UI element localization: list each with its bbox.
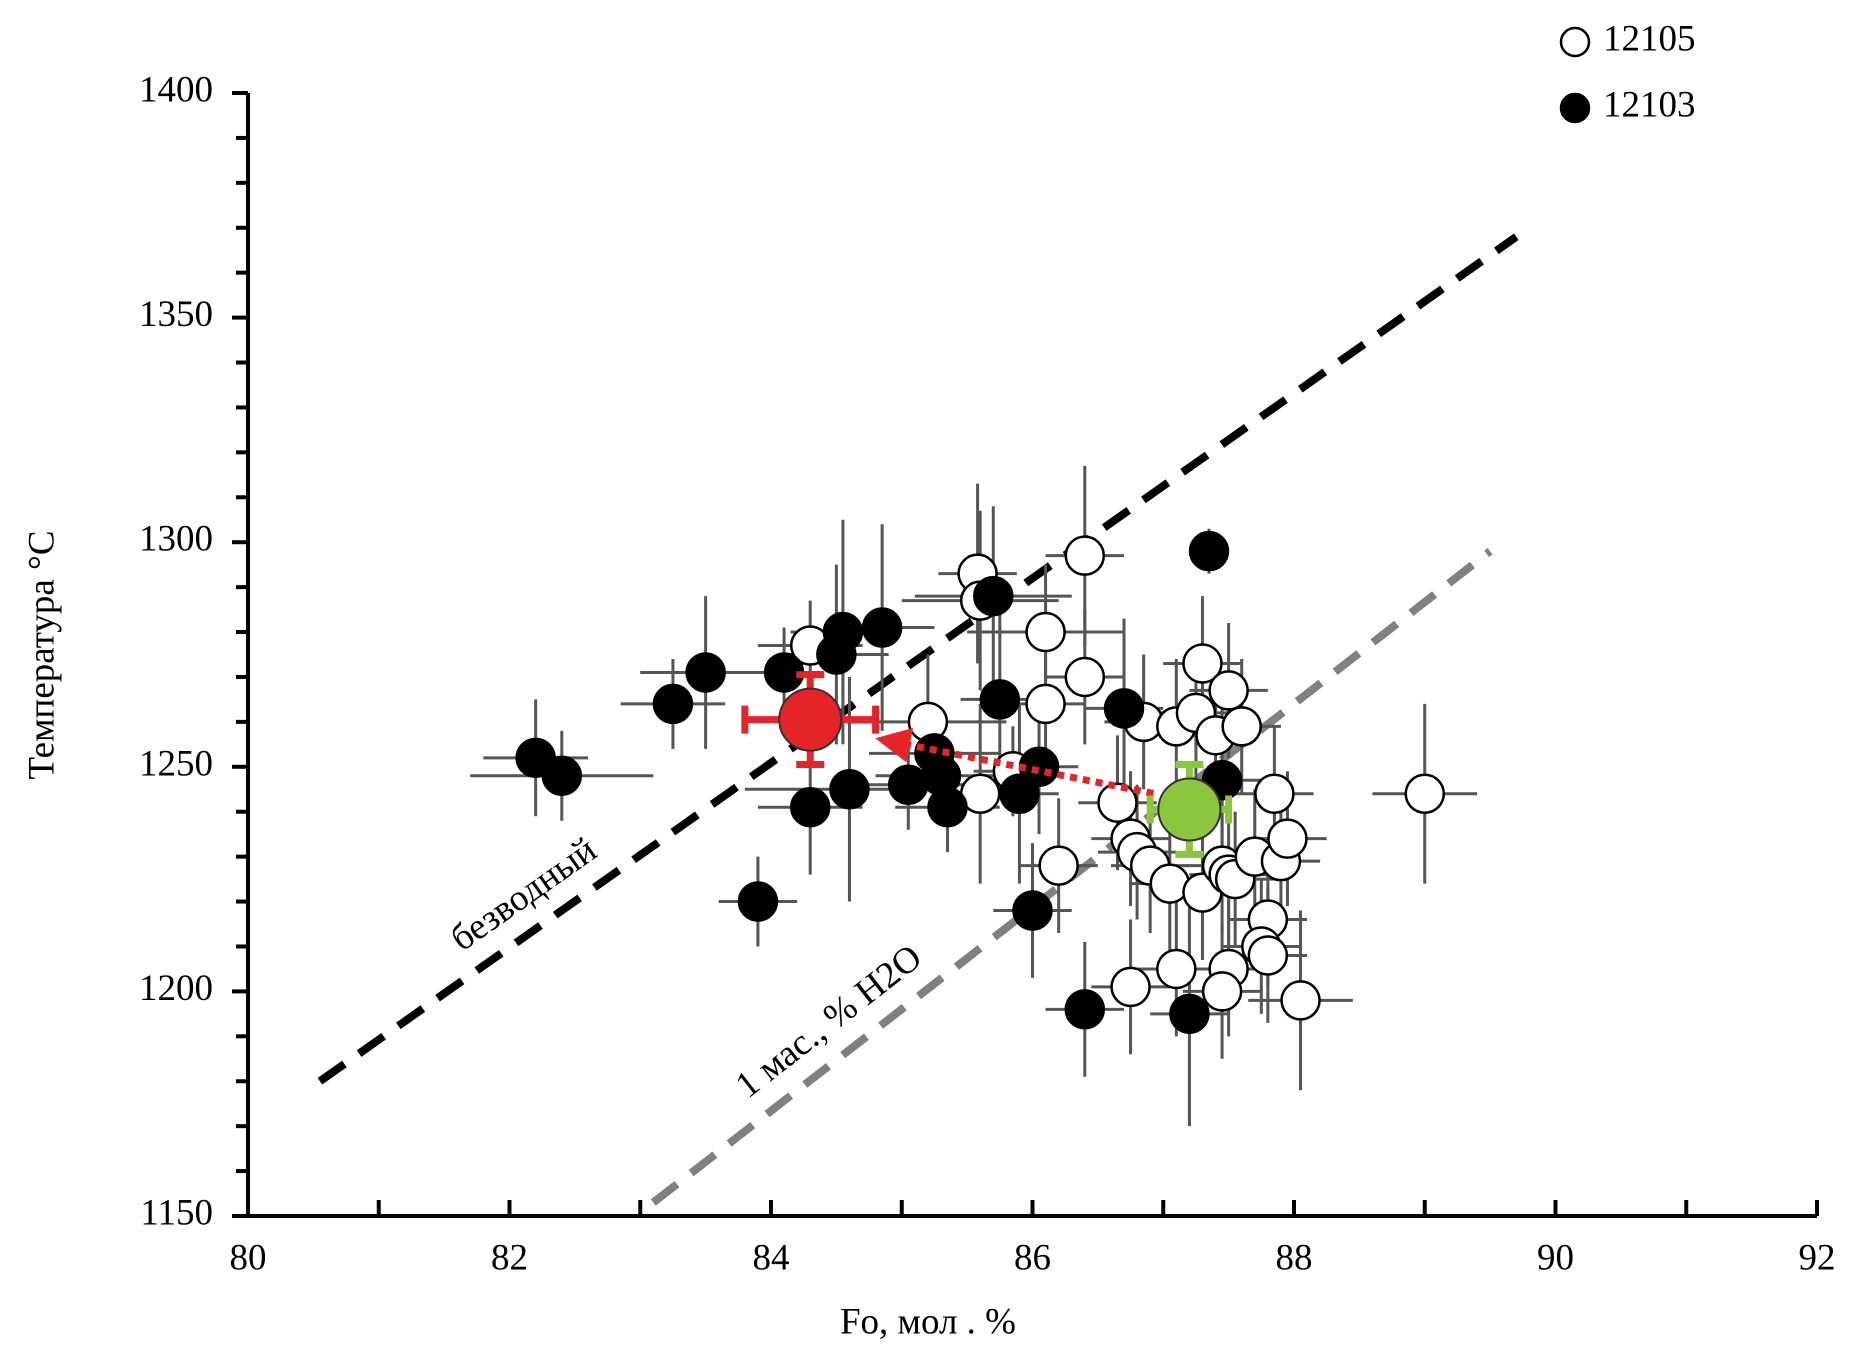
data-point	[541, 755, 583, 797]
data-point	[1208, 670, 1249, 711]
data-point	[829, 769, 870, 810]
data-point	[1169, 993, 1210, 1035]
data-point	[927, 786, 968, 828]
legend-marker	[1559, 26, 1591, 58]
data-point	[1025, 683, 1066, 725]
data-point	[1012, 890, 1053, 931]
highlight-point	[1157, 777, 1222, 842]
x-tick-label: 90	[1537, 1237, 1574, 1278]
data-point	[1156, 948, 1197, 990]
data-point	[1182, 643, 1223, 684]
legend-label: 12103	[1603, 84, 1696, 125]
data-point	[1221, 706, 1262, 747]
x-tick-label: 80	[230, 1237, 267, 1278]
legend-label: 12105	[1603, 18, 1696, 59]
data-point	[1188, 530, 1230, 572]
data-point	[1064, 656, 1106, 698]
data-point	[1254, 773, 1295, 815]
y-tick-label: 1150	[140, 1192, 213, 1233]
data-point	[1025, 611, 1066, 653]
legend-marker	[1559, 92, 1591, 124]
trend-line	[317, 233, 1519, 1085]
data-point	[1280, 980, 1321, 1021]
data-point	[979, 679, 1021, 720]
data-point	[1404, 773, 1445, 815]
y-axis-label: Температура °C	[21, 530, 62, 779]
y-tick-label: 1250	[139, 743, 213, 784]
data-point	[1038, 845, 1079, 886]
y-tick-label: 1350	[139, 294, 213, 335]
y-tick-label: 1200	[139, 968, 213, 1009]
data-point	[1064, 989, 1106, 1030]
data-point	[652, 683, 694, 725]
data-point	[1110, 966, 1151, 1008]
x-tick-label: 82	[491, 1237, 528, 1278]
y-tick-label: 1400	[139, 69, 213, 110]
x-tick-label: 84	[753, 1237, 790, 1278]
data-point	[822, 611, 864, 653]
x-axis-label: Fo, мол . %	[840, 1301, 1016, 1342]
x-tick-label: 86	[1014, 1237, 1051, 1278]
data-point	[1097, 782, 1138, 823]
x-tick-label: 88	[1276, 1237, 1313, 1278]
data-point	[1247, 935, 1289, 976]
data-point	[737, 881, 779, 922]
data-point	[1064, 535, 1106, 576]
highlight-point	[778, 687, 843, 752]
data-point	[973, 575, 1014, 617]
data-point	[1103, 688, 1145, 729]
data-point	[861, 607, 903, 648]
y-tick-label: 1300	[139, 519, 213, 560]
data-point	[685, 652, 726, 693]
data-point	[1267, 818, 1308, 859]
trend-line-label: 1 мас., % H2O	[728, 937, 930, 1107]
data-point	[1201, 971, 1243, 1012]
data-point	[789, 786, 831, 828]
x-tick-label: 92	[1799, 1237, 1836, 1278]
